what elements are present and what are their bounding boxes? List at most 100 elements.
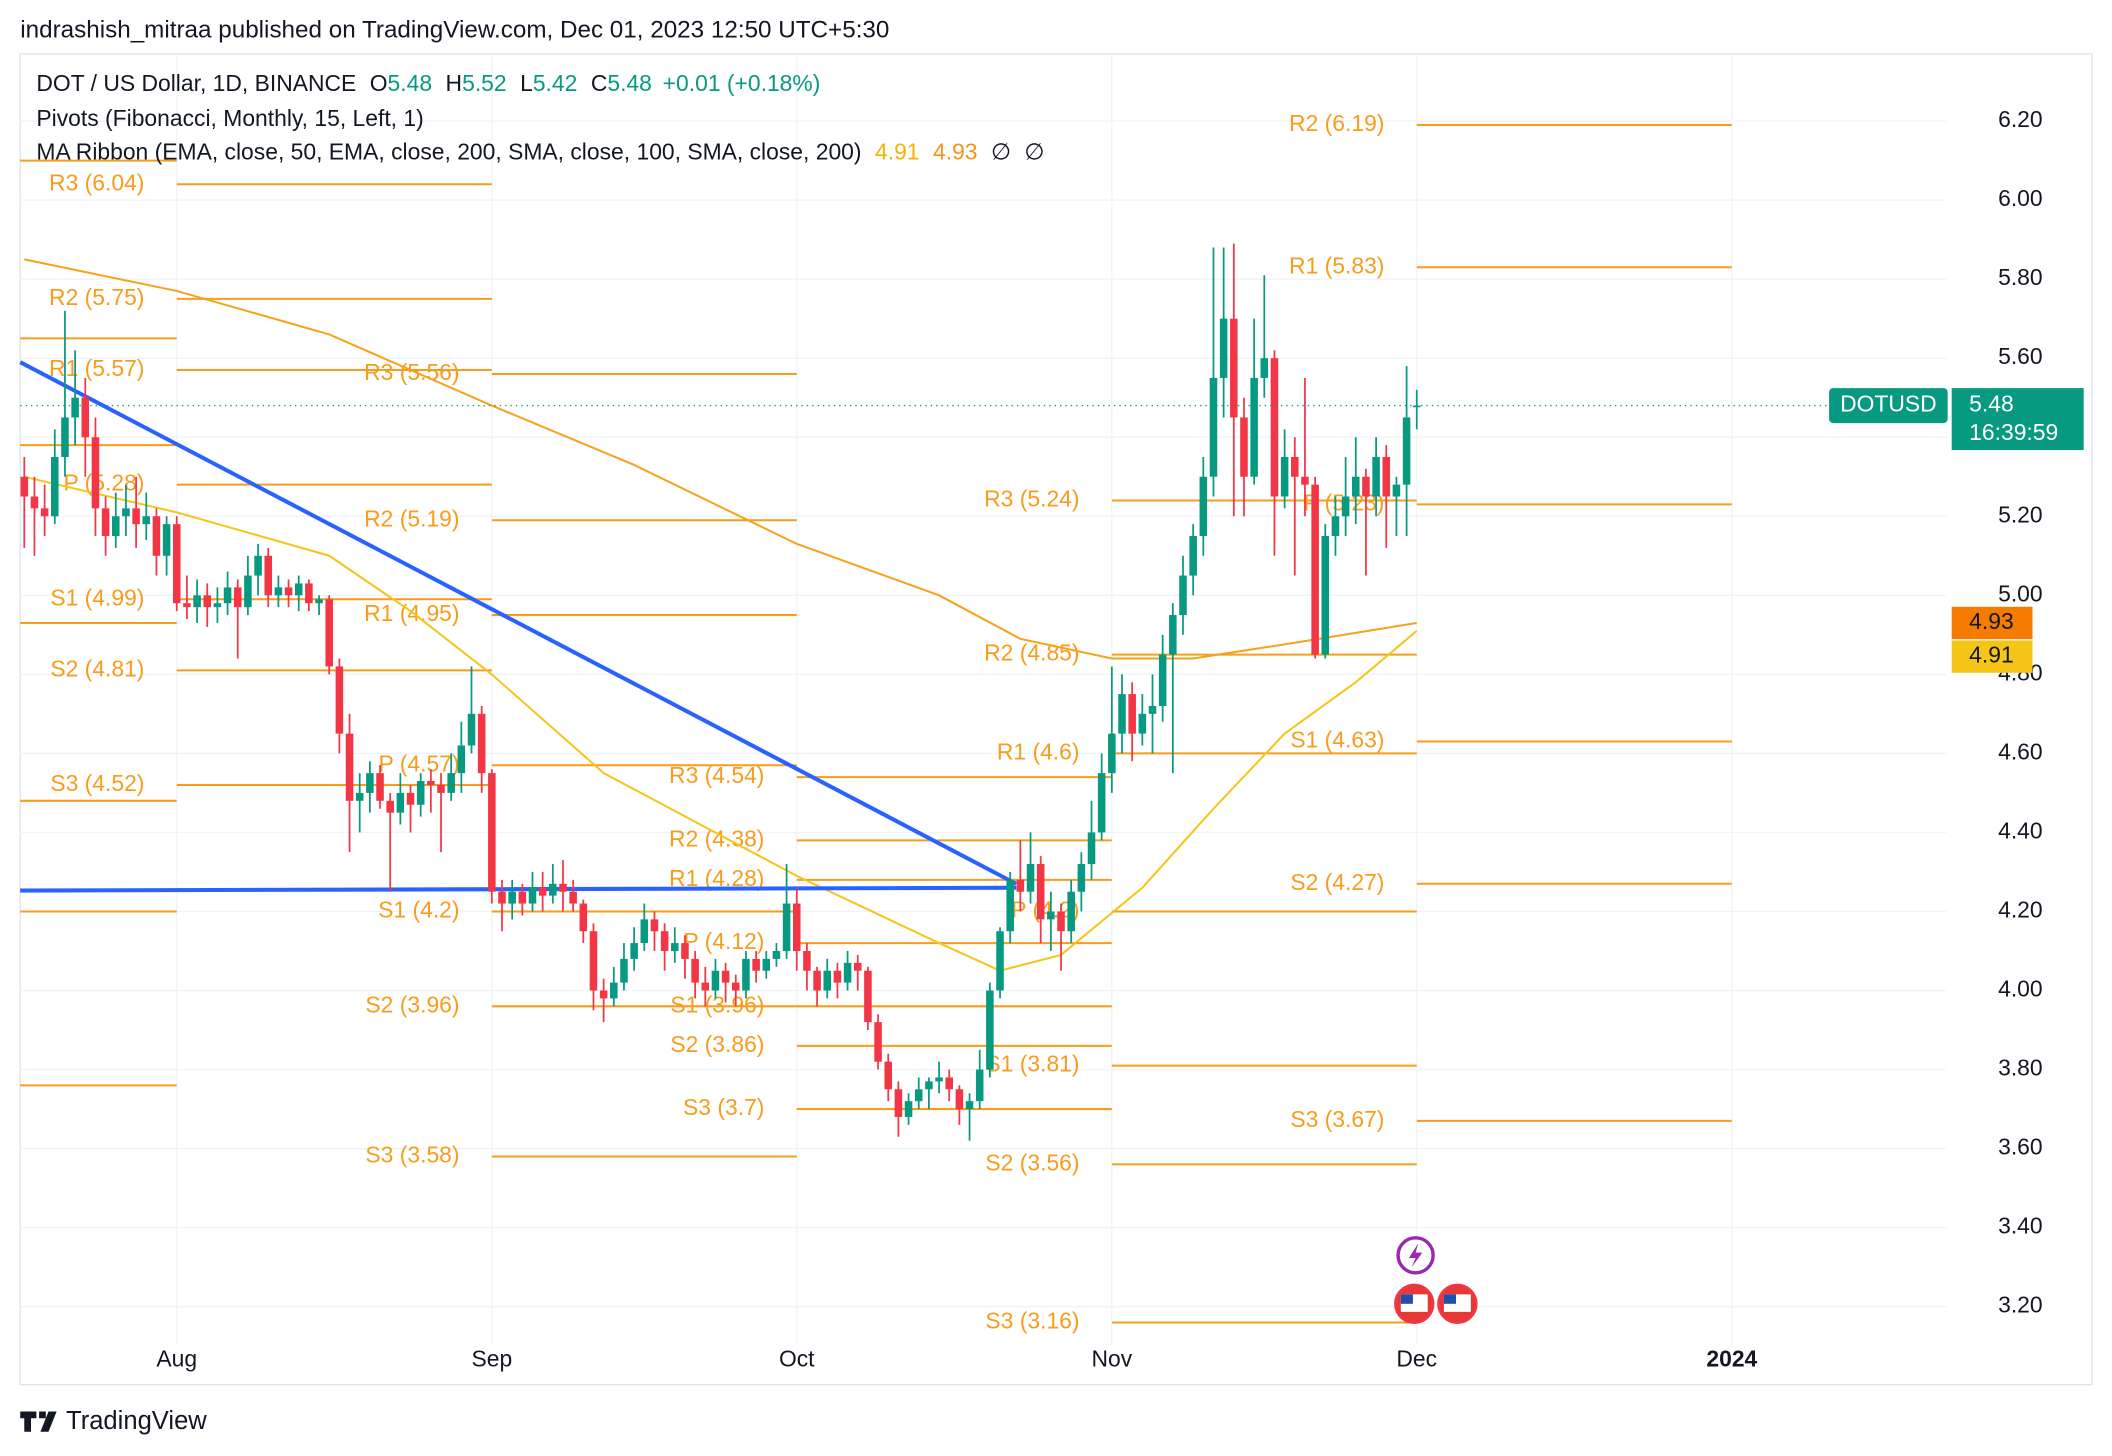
pivot-label: R2 (5.75) [49,284,144,310]
candle-body [61,417,69,457]
candle-body [1311,484,1319,655]
candle-body [975,1069,984,1102]
candle-body [732,982,740,991]
candle-body [894,1089,903,1117]
ma-value: 4.91 [875,139,920,165]
ma-legend: MA Ribbon (EMA, close, 50, EMA, close, 2… [36,139,1044,165]
ohlc-value: 5.48 [388,70,433,96]
candle-body [203,595,212,608]
published: indrashish_mitraa published on TradingVi… [20,16,889,43]
candle-body [376,773,384,801]
y-tick-label: 3.80 [1998,1055,2043,1081]
pivot-label: S3 (3.58) [365,1142,459,1168]
candle-body [1047,911,1055,920]
brand: TradingView [20,1407,207,1435]
candle-body [447,773,455,793]
candle-body [488,773,496,892]
candle-body [1270,358,1279,497]
ma-title: MA Ribbon (EMA, close, 50, EMA, close, 2… [36,139,861,165]
candle-body [630,943,638,959]
candle-body [406,792,415,805]
candle-body [20,476,29,497]
candle-body [599,990,608,999]
candle-body [1077,864,1086,892]
candle-body [498,891,506,904]
candle-body [914,1089,923,1102]
candle-body [122,508,130,517]
candle-body [1219,318,1228,378]
candle-body [1118,694,1126,734]
candle-body [1108,733,1116,774]
symbol-tag-text: DOTUSD [1840,391,1937,417]
candle-body [71,397,79,418]
candle-body [1179,575,1187,616]
line [24,475,1418,972]
frame [19,53,2093,1386]
candle-body [467,713,476,746]
candle-body [1169,615,1177,655]
candle-body [782,903,791,951]
candle-body [1148,705,1157,714]
candle-body [1301,476,1309,485]
candle-body [518,891,527,904]
candle-body [904,1101,913,1117]
brand-logo [20,1411,57,1432]
candle-body [1057,911,1065,932]
candle-body [335,666,344,734]
line [19,360,1018,886]
ohlc-value: 5.48 [607,70,652,96]
pivots-legend: Pivots (Fibonacci, Monthly, 15, Left, 1) [36,105,423,131]
candle-body [1280,456,1289,497]
x-tick-label: Aug [156,1345,197,1371]
candle-body [142,516,151,525]
candle-body [650,919,659,932]
pivot-label: S3 (3.16) [985,1308,1079,1334]
change: +0.01 (+0.18%) [663,70,821,96]
candle-body [620,958,628,983]
pivot-label: R2 (4.85) [984,640,1079,666]
y-tick-label: 6.00 [1998,185,2043,211]
candle-body [1402,417,1411,485]
candle-body [792,903,801,951]
price-tag-value: 5.48 [1969,391,2014,417]
events [1394,1236,1478,1325]
candle-body [935,1077,943,1082]
candle-body [1382,456,1391,497]
pivot-label: S1 (4.63) [1290,727,1384,753]
candle-body [538,887,547,896]
y-tick-label: 3.20 [1998,1292,2043,1318]
ma-tag [1951,640,2033,673]
pivot-label: R2 (6.19) [1289,110,1384,136]
candle-body [1016,879,1025,892]
candle-body [172,524,181,604]
candle-body [874,1022,882,1062]
y-tick-label: 5.00 [1998,580,2043,606]
candle-body [294,583,303,596]
candle-body [396,792,405,813]
pivot-label: S2 (4.27) [1290,869,1384,895]
price-tag [1951,388,2084,451]
candle-body [1128,694,1136,734]
candle-body [1026,864,1035,892]
candle-body [579,903,588,932]
y-tick-label: 3.40 [1998,1213,2043,1239]
y-tick-label: 4.20 [1998,897,2043,923]
candle-body [955,1089,964,1110]
candle-body [610,982,618,999]
candle-body [274,587,283,596]
candle-body [1087,832,1096,865]
candle-body [1412,405,1421,408]
lightning [1408,1243,1423,1268]
pivot-label: S3 (4.52) [50,770,144,796]
candle-body [1260,358,1269,378]
pivot-label: S1 (3.96) [670,991,764,1017]
candle-body [772,950,781,959]
pivot-label: S1 (4.2) [378,897,459,923]
candle-body [864,970,872,1023]
x-tick-label: Dec [1396,1345,1437,1371]
candle-body [711,970,720,991]
candle-body [549,883,557,896]
x-tick-label: Oct [779,1345,815,1371]
candle-body [762,958,771,971]
candle-body [1199,476,1208,537]
